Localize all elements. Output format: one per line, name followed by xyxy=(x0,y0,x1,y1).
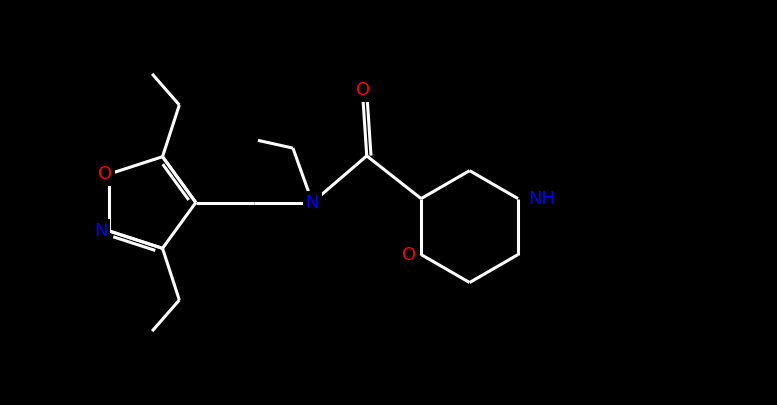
Text: N: N xyxy=(305,194,319,211)
Text: N: N xyxy=(94,222,108,240)
Text: O: O xyxy=(98,165,112,183)
Text: NH: NH xyxy=(528,190,555,208)
Text: O: O xyxy=(402,245,416,264)
Text: O: O xyxy=(356,81,370,99)
